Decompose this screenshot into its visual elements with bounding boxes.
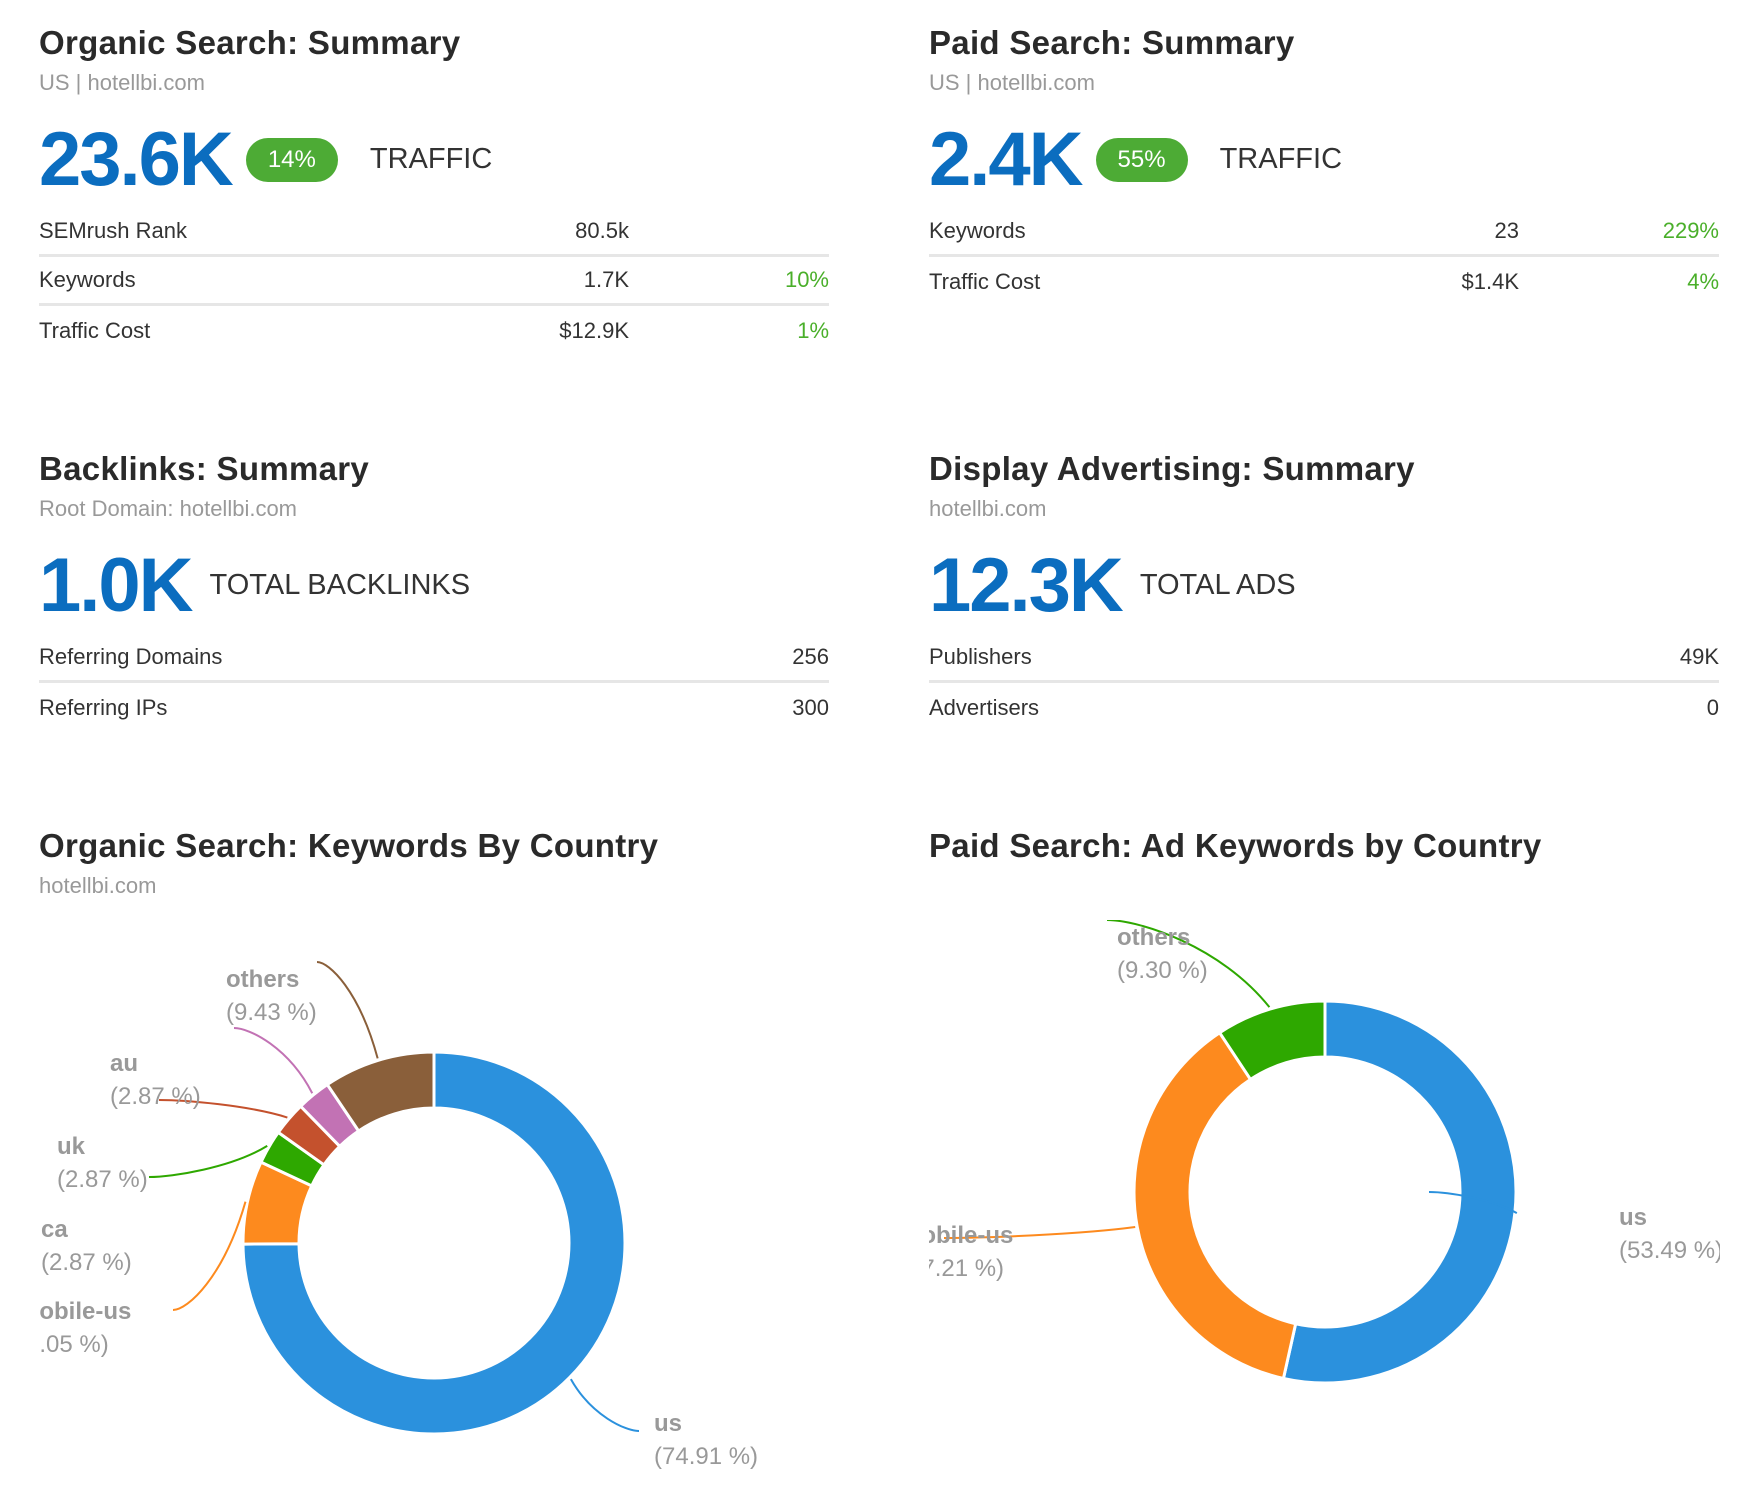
panel-subtitle: Root Domain: hotellbi.com	[39, 496, 298, 521]
slice-label-us: us	[654, 1410, 682, 1437]
traffic-label: TRAFFIC	[369, 143, 493, 175]
slice-label-others: others	[1117, 924, 1190, 951]
traffic-value: 23.6K	[39, 117, 234, 202]
traffic-value: 2.4K	[929, 117, 1084, 202]
table-row: Keywords 1.7K 10%	[39, 257, 829, 306]
slice-others[interactable]	[1217, 999, 1327, 1082]
panel-title: Organic Search: Summary	[39, 24, 461, 61]
slice-label-us: us	[1619, 1204, 1647, 1231]
panel-title: Organic Search: Keywords By Country	[39, 827, 659, 864]
panel-subtitle: US | hotellbi.com	[39, 70, 205, 95]
traffic-label: TRAFFIC	[1219, 143, 1343, 175]
slice-percent-others: (9.43 %)	[226, 999, 317, 1026]
slice-label-uk: uk	[57, 1133, 86, 1160]
row-value: 300	[792, 694, 829, 720]
slice-label-others: others	[226, 966, 299, 993]
slice-percent-us: (74.91 %)	[654, 1443, 758, 1470]
panel-title: Paid Search: Ad Keywords by Country	[929, 827, 1542, 864]
leader-line-uk	[158, 1099, 288, 1119]
slice-percent-au: (2.87 %)	[110, 1083, 201, 1110]
slice-percent-us: (53.49 %)	[1619, 1237, 1720, 1264]
leader-line-mobile-us	[943, 1226, 1136, 1239]
leader-line-ca	[148, 1145, 268, 1178]
row-label: SEMrush Rank	[39, 218, 187, 243]
table-row: Advertisers 0	[929, 683, 1719, 732]
change-badge: 14%	[245, 137, 338, 182]
organic-country-donut-chart: us (74.91 %) mobile-us (7.05 %) ca (2.87 %) uk…	[39, 961, 758, 1470]
slice-us[interactable]	[1281, 999, 1518, 1385]
row-value: 49K	[1679, 644, 1719, 669]
row-label: Traffic Cost	[39, 317, 151, 343]
row-label: Advertisers	[929, 694, 1040, 720]
row-label: Keywords	[39, 267, 136, 292]
slice-percent-ca: (2.87 %)	[41, 1249, 132, 1276]
row-label: Referring IPs	[39, 694, 168, 720]
leader-line-mobile-us	[172, 1201, 247, 1311]
paid-country-donut-chart: us (53.49 %) mobile-us (37.21 %) others (9.30…	[929, 920, 1720, 1385]
leader-line-others	[316, 961, 379, 1059]
backlinks-value: 1.0K	[39, 543, 194, 628]
table-row: Traffic Cost $1.4K 4%	[929, 257, 1719, 306]
table-row: Referring Domains 256	[39, 634, 829, 683]
panel-title: Display Advertising: Summary	[929, 450, 1415, 487]
leader-line-us	[1428, 1191, 1518, 1214]
ads-value: 12.3K	[929, 543, 1124, 628]
panel-title: Paid Search: Summary	[929, 24, 1295, 61]
row-value: 256	[792, 644, 829, 669]
slice-percent-mobile-us: (7.05 %)	[39, 1331, 109, 1358]
leader-line-others	[1106, 920, 1271, 1008]
change-badge: 55%	[1095, 137, 1188, 182]
table-row: SEMrush Rank 80.5k	[39, 208, 829, 257]
row-change: 4%	[1687, 268, 1719, 294]
slice-percent-others: (9.30 %)	[1117, 957, 1208, 984]
table-row: Referring IPs 300	[39, 683, 829, 732]
panel-subtitle: hotellbi.com	[929, 496, 1047, 521]
slice-us[interactable]	[241, 1050, 627, 1436]
row-value: 23	[1494, 218, 1519, 243]
panel-title: Backlinks: Summary	[39, 450, 370, 487]
row-value: 80.5k	[575, 218, 629, 243]
row-value: $12.9K	[559, 317, 629, 343]
slice-label-au: au	[110, 1050, 138, 1077]
panel-subtitle: hotellbi.com	[39, 873, 157, 898]
backlinks-label: TOTAL BACKLINKS	[209, 569, 471, 601]
leader-line-au	[233, 1027, 314, 1094]
slice-label-mobile-us: mobile-us	[929, 1222, 1013, 1249]
slice-percent-uk: (2.87 %)	[57, 1166, 148, 1193]
row-label: Keywords	[929, 218, 1026, 243]
table-row: Keywords 23 229%	[929, 208, 1719, 257]
row-value: 1.7K	[583, 267, 629, 292]
row-value: $1.4K	[1461, 268, 1520, 294]
slice-label-ca: ca	[41, 1216, 68, 1243]
row-change: 1%	[797, 317, 829, 343]
table-row: Publishers 49K	[929, 634, 1719, 683]
panel-subtitle: US | hotellbi.com	[929, 70, 1095, 95]
row-label: Publishers	[929, 644, 1032, 669]
row-change: 10%	[784, 267, 829, 292]
ads-label: TOTAL ADS	[1139, 569, 1296, 601]
slice-percent-mobile-us: (37.21 %)	[929, 1255, 1004, 1282]
row-change: 229%	[1662, 218, 1719, 243]
table-row: Traffic Cost $12.9K 1%	[39, 306, 829, 355]
leader-line-us	[569, 1378, 640, 1432]
slice-mobile-us[interactable]	[1132, 1030, 1298, 1381]
slice-others[interactable]	[325, 1050, 436, 1134]
row-label: Traffic Cost	[929, 268, 1041, 294]
row-label: Referring Domains	[39, 644, 223, 669]
slice-label-mobile-us: mobile-us	[39, 1298, 131, 1325]
row-value: 0	[1706, 694, 1719, 720]
